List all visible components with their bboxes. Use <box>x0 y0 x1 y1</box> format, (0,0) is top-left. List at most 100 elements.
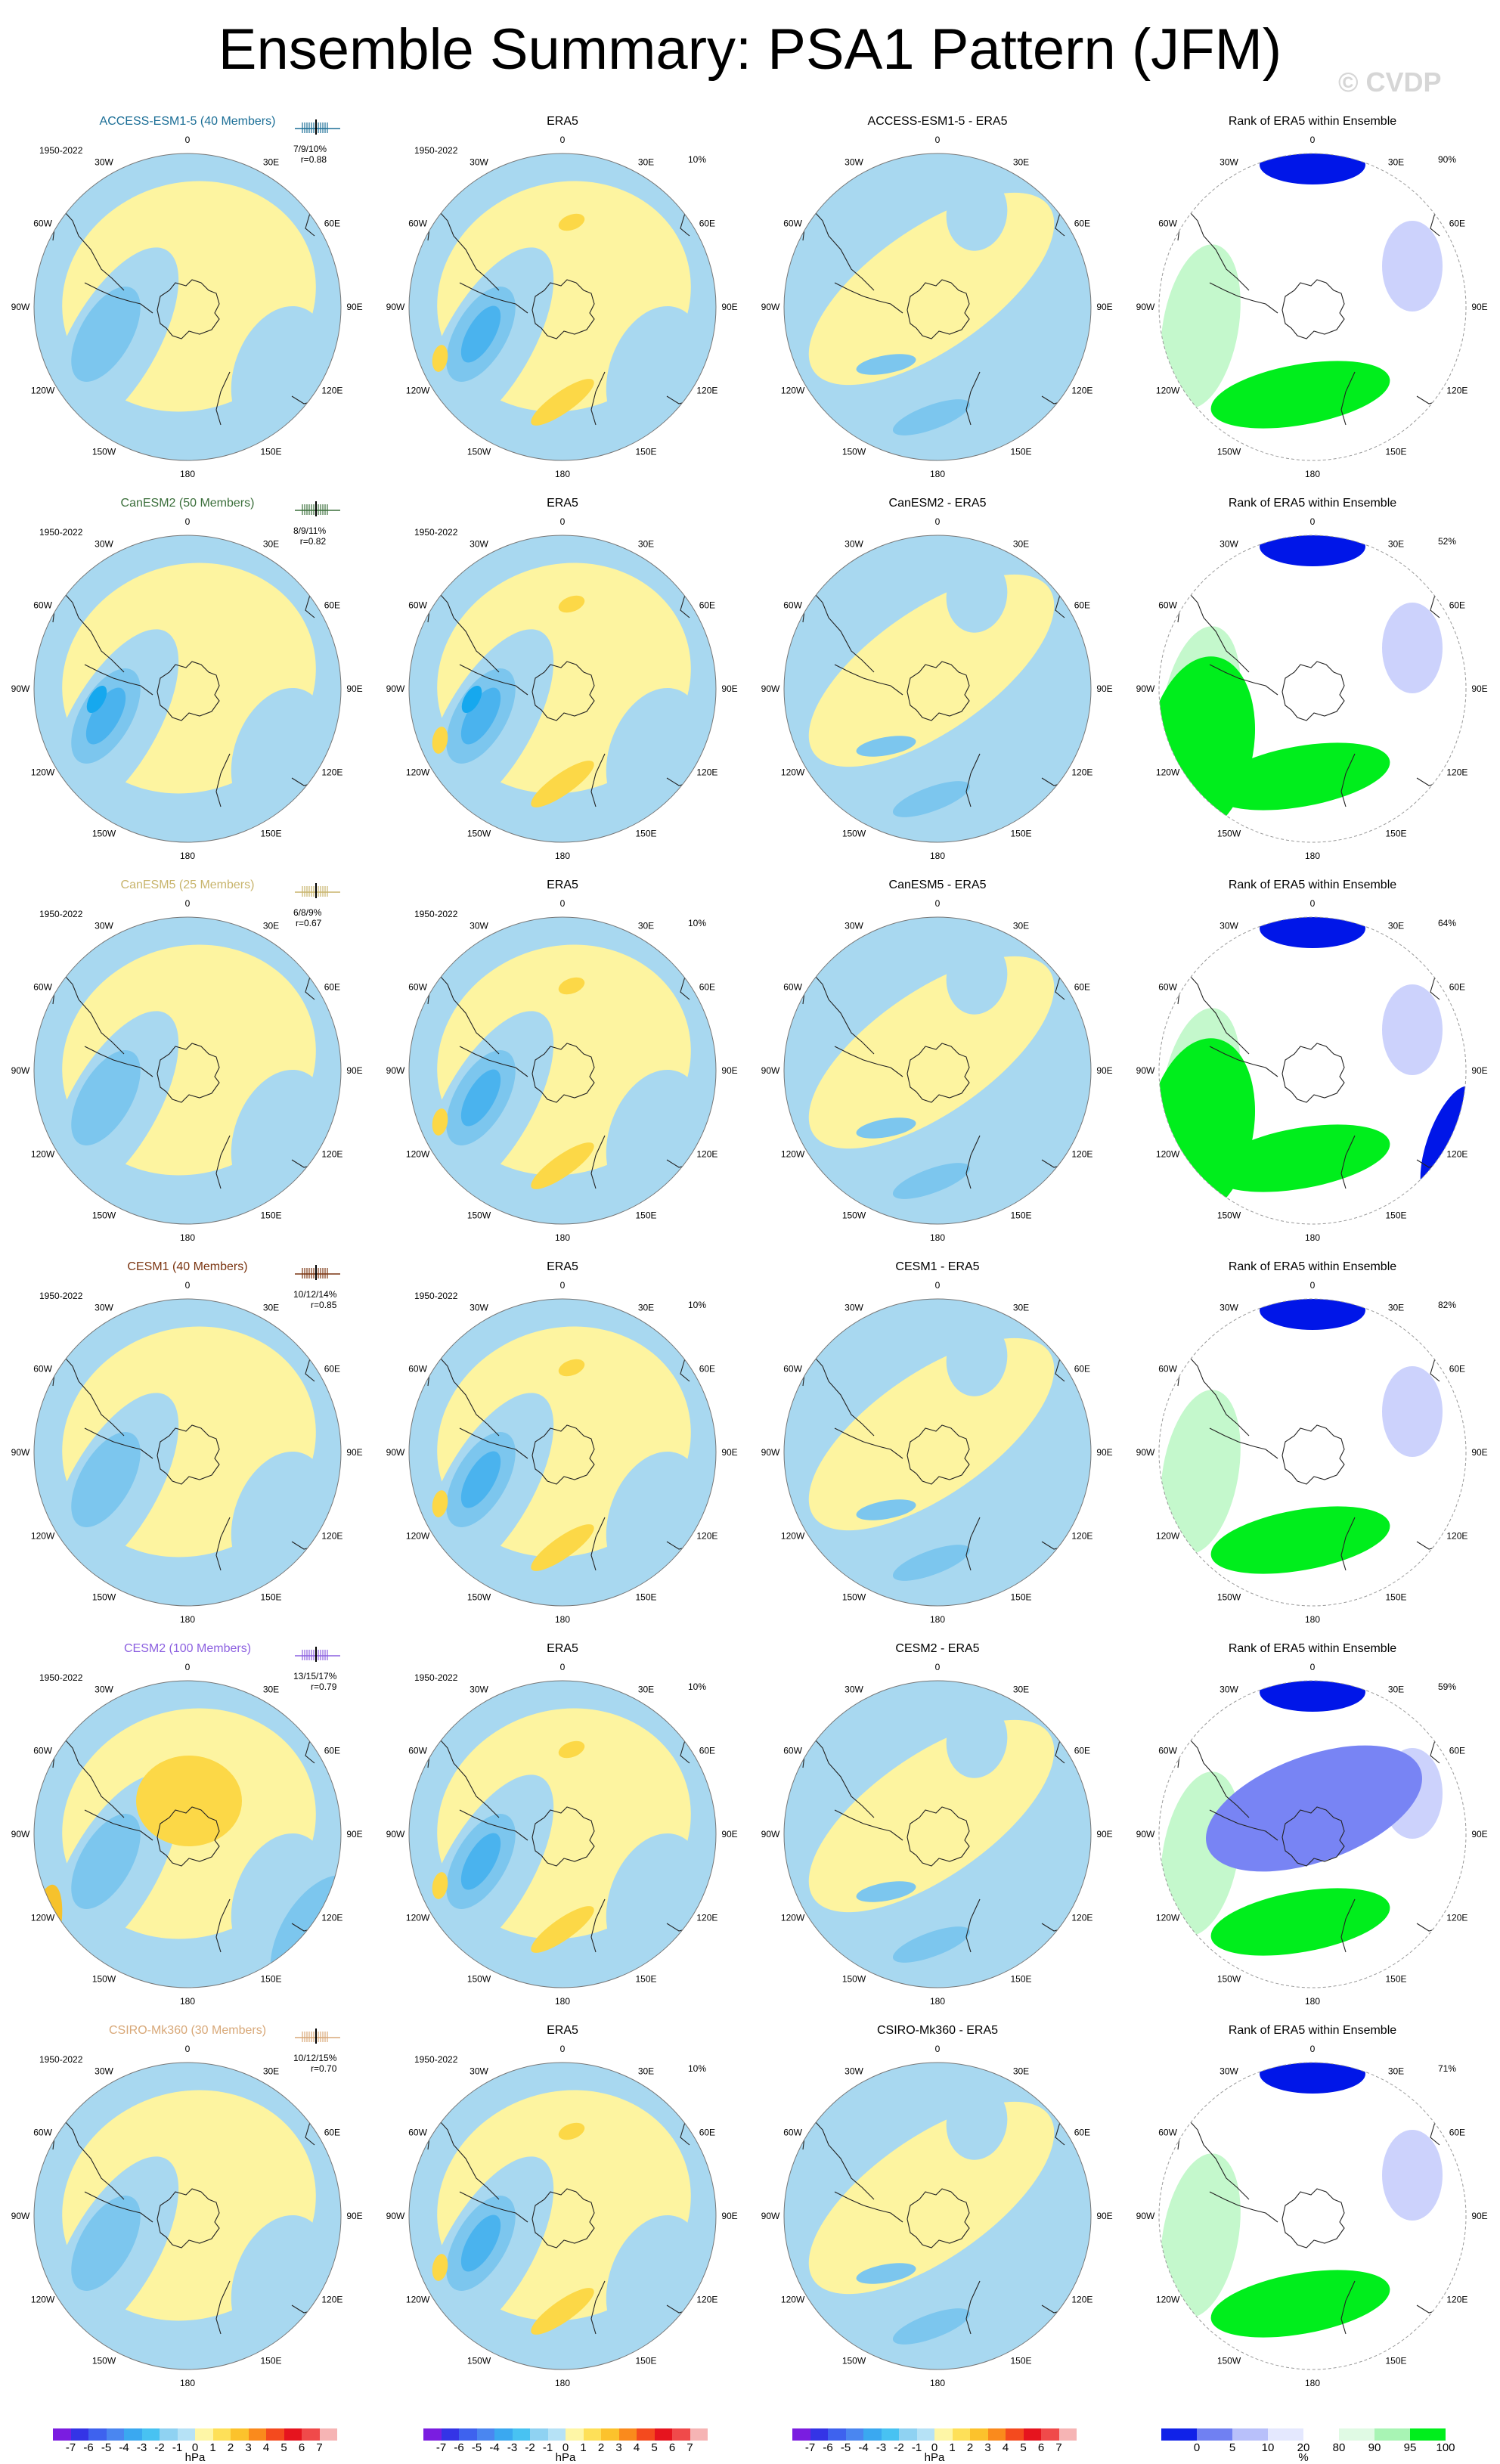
longitude-label: 150E <box>1010 1592 1031 1602</box>
negative-core <box>71 2196 141 2291</box>
negative-center <box>460 687 501 745</box>
colorbar-tick-label: 3 <box>615 2441 622 2454</box>
longitude-label: 60W <box>408 600 427 611</box>
longitude-label: 60E <box>699 982 715 993</box>
map-frame <box>408 535 717 843</box>
year-range: 1950-2022 <box>414 909 458 919</box>
year-range: 1950-2022 <box>39 145 83 156</box>
longitude-label: 180 <box>1305 1614 1320 1625</box>
longitude-label: 60E <box>324 600 340 611</box>
positive-core <box>558 977 585 995</box>
longitude-label: 90W <box>1136 2211 1155 2221</box>
negative-region <box>231 687 329 820</box>
colorbar-swatch <box>423 2428 442 2441</box>
colorbar-swatch <box>1410 2428 1446 2441</box>
longitude-label: 90W <box>11 302 30 312</box>
longitude-label: 90W <box>761 683 780 694</box>
longitude-label: 30E <box>1013 1685 1029 1695</box>
longitude-label: 30W <box>470 2066 488 2077</box>
model-field <box>34 153 341 460</box>
colorbar-labels: -7 -6 -5 -4 -3 -2 -1 0 1 2 3 4 5 6 7 <box>792 2441 1077 2454</box>
longitude-label: 60E <box>699 1746 715 1756</box>
negative-center <box>460 1833 501 1890</box>
rank-percent: 71% <box>1438 2063 1457 2074</box>
model-panel: 0 30E 60E 90E 120E 150E 180 150W 120W 90W 60W 30W AC… <box>0 115 375 497</box>
colorbar-tick-label: 7 <box>316 2441 323 2454</box>
model-panel: 0 30E 60E 90E 120E 150E 180 150W 120W 90W 60W 30W CE… <box>0 1260 375 1642</box>
panel-title: ERA5 <box>547 497 578 510</box>
longitude-label: 30E <box>638 921 654 931</box>
longitude-label: 90E <box>1096 1829 1112 1839</box>
longitude-label: 60W <box>783 1746 802 1756</box>
difference-panel: 0 30E 60E 90E 120E 150E 180 150W 120W 90W 60W 30W CE… <box>750 1642 1125 2024</box>
rank-field <box>1159 1299 1466 1606</box>
colorbar-tick-label: 80 <box>1332 2441 1346 2454</box>
map-frame <box>408 1680 717 1988</box>
colorbar-tick-label: 6 <box>668 2441 676 2454</box>
positive-core <box>432 345 448 372</box>
longitude-label: 120E <box>1446 1149 1467 1160</box>
colorbar-swatches <box>53 2428 337 2441</box>
longitude-label: 0 <box>560 1662 566 1672</box>
diff-field <box>784 153 1091 460</box>
longitude-label: 30W <box>1220 539 1238 550</box>
panel-title: ERA5 <box>547 879 578 891</box>
longitude-label: 150E <box>635 1973 656 1984</box>
longitude-label: 30E <box>263 2066 279 2077</box>
map-frame <box>33 1298 342 1607</box>
map-frame <box>33 916 342 1225</box>
panel-title: CanESM5 (25 Members) <box>120 879 255 891</box>
negative-core <box>856 1881 916 1902</box>
colorbar-tick-label: -2 <box>154 2441 165 2454</box>
colorbar-swatch <box>1197 2428 1232 2441</box>
colorbar-tick-label: -4 <box>858 2441 869 2454</box>
colorbar-tick-label: 20 <box>1297 2441 1310 2454</box>
longitude-label: 120E <box>696 1149 717 1160</box>
negative-region <box>946 2084 1008 2160</box>
longitude-label: 120W <box>31 386 55 396</box>
longitude-label: 120E <box>1071 1149 1092 1160</box>
rank-high <box>1210 1888 1390 1956</box>
variance-explained: 8/9/11% <box>293 525 327 536</box>
longitude-label: 30E <box>1388 157 1404 168</box>
negative-core <box>892 2308 971 2345</box>
colorbar-tick-label: 1 <box>949 2441 956 2454</box>
colorbar-swatches <box>1161 2428 1446 2441</box>
main-title: Ensemble Summary: PSA1 Pattern (JFM) <box>218 17 1282 82</box>
colorbar-tick-label: 4 <box>1002 2441 1009 2454</box>
hpa-colorbar-3: -7 -6 -5 -4 -3 -2 -1 0 1 2 3 4 5 6 7 hPa <box>792 2428 1077 2464</box>
polar-map: 0 30E 60E 90E 120E 150E 180 150W 120W 90W 60W 30W <box>761 1662 1113 2007</box>
longitude-label: 120E <box>1446 386 1467 396</box>
variance-stats: 10/12/15% r=0.70 <box>293 2053 336 2074</box>
longitude-label: 90E <box>346 2211 362 2221</box>
year-range: 1950-2022 <box>414 1672 458 1683</box>
panel-title: ACCESS-ESM1-5 - ERA5 <box>867 115 1008 128</box>
longitude-label: 60W <box>33 1364 52 1375</box>
rank-low <box>1260 535 1365 566</box>
colorbar-tick-label: 1 <box>580 2441 587 2454</box>
era5-panel: 0 30E 60E 90E 120E 150E 180 150W 120W 90W 60W 30W ER… <box>375 115 750 497</box>
era5-variance: 10% <box>688 154 707 165</box>
longitude-label: 90E <box>1096 683 1112 694</box>
longitude-label: 180 <box>1305 2378 1320 2388</box>
diff-field <box>784 1299 1091 1606</box>
colorbar-tick-label: 6 <box>1037 2441 1045 2454</box>
colorbar-swatch <box>881 2428 899 2441</box>
positive-core <box>558 1740 585 1759</box>
panel-title: CESM1 - ERA5 <box>895 1260 980 1273</box>
longitude-label: 60W <box>408 2128 427 2138</box>
year-range: 1950-2022 <box>39 1672 83 1683</box>
positive-core <box>531 1142 594 1189</box>
colorbar-swatch <box>70 2428 88 2441</box>
longitude-label: 120E <box>1446 2295 1467 2305</box>
variance-stats: 8/9/11% r=0.82 <box>293 525 326 547</box>
year-range: 1950-2022 <box>39 1291 83 1301</box>
panel-title: CESM2 - ERA5 <box>895 1642 980 1655</box>
colorbar-swatch <box>266 2428 284 2441</box>
longitude-label: 60E <box>699 1364 715 1375</box>
longitude-label: 0 <box>185 898 191 909</box>
negative-core <box>892 1545 971 1581</box>
longitude-label: 30W <box>1220 1685 1238 1695</box>
longitude-label: 60E <box>324 219 340 229</box>
rank-high <box>1210 361 1390 429</box>
